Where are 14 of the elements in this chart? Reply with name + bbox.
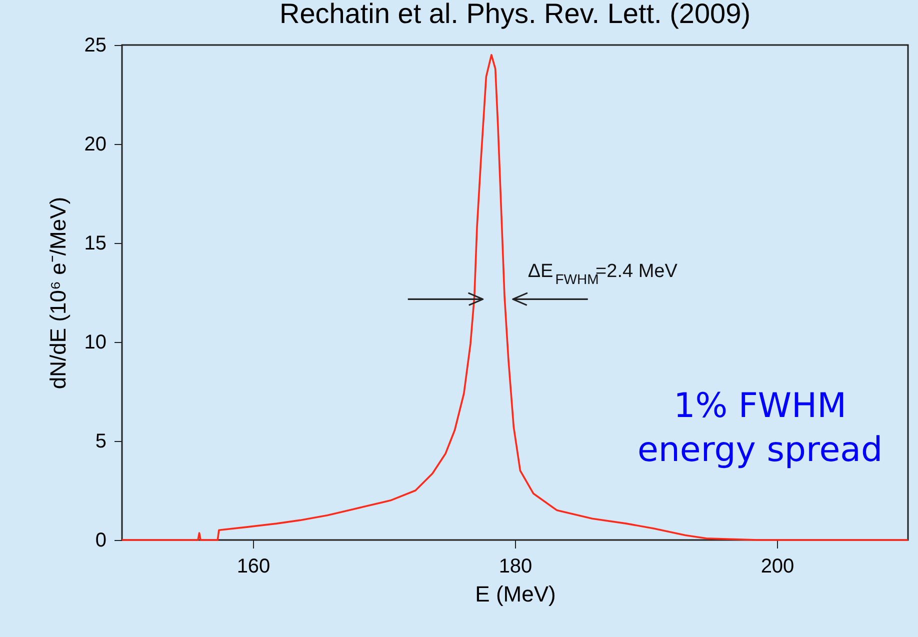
y-tick-label: 20 bbox=[84, 134, 106, 156]
y-tick-label: 0 bbox=[95, 530, 106, 552]
y-tick-label: 25 bbox=[84, 34, 106, 56]
x-tick-label: 160 bbox=[236, 556, 270, 578]
y-tick-label: 5 bbox=[95, 430, 106, 452]
x-tick-label: 200 bbox=[760, 556, 794, 578]
x-tick-label: 180 bbox=[498, 556, 532, 578]
line-series bbox=[121, 54, 909, 541]
y-tick-label: 10 bbox=[84, 332, 106, 354]
annotation: 1% FWHM energy spread bbox=[637, 386, 883, 470]
chart-title: Rechatin et al. Phys. Rev. Lett. (2009) bbox=[279, 0, 751, 29]
y-axis-title: dN/dE (10⁶ e⁻/MeV) bbox=[45, 196, 70, 390]
x-axis-title: E (MeV) bbox=[475, 582, 556, 606]
y-tick-label: 15 bbox=[84, 232, 106, 254]
